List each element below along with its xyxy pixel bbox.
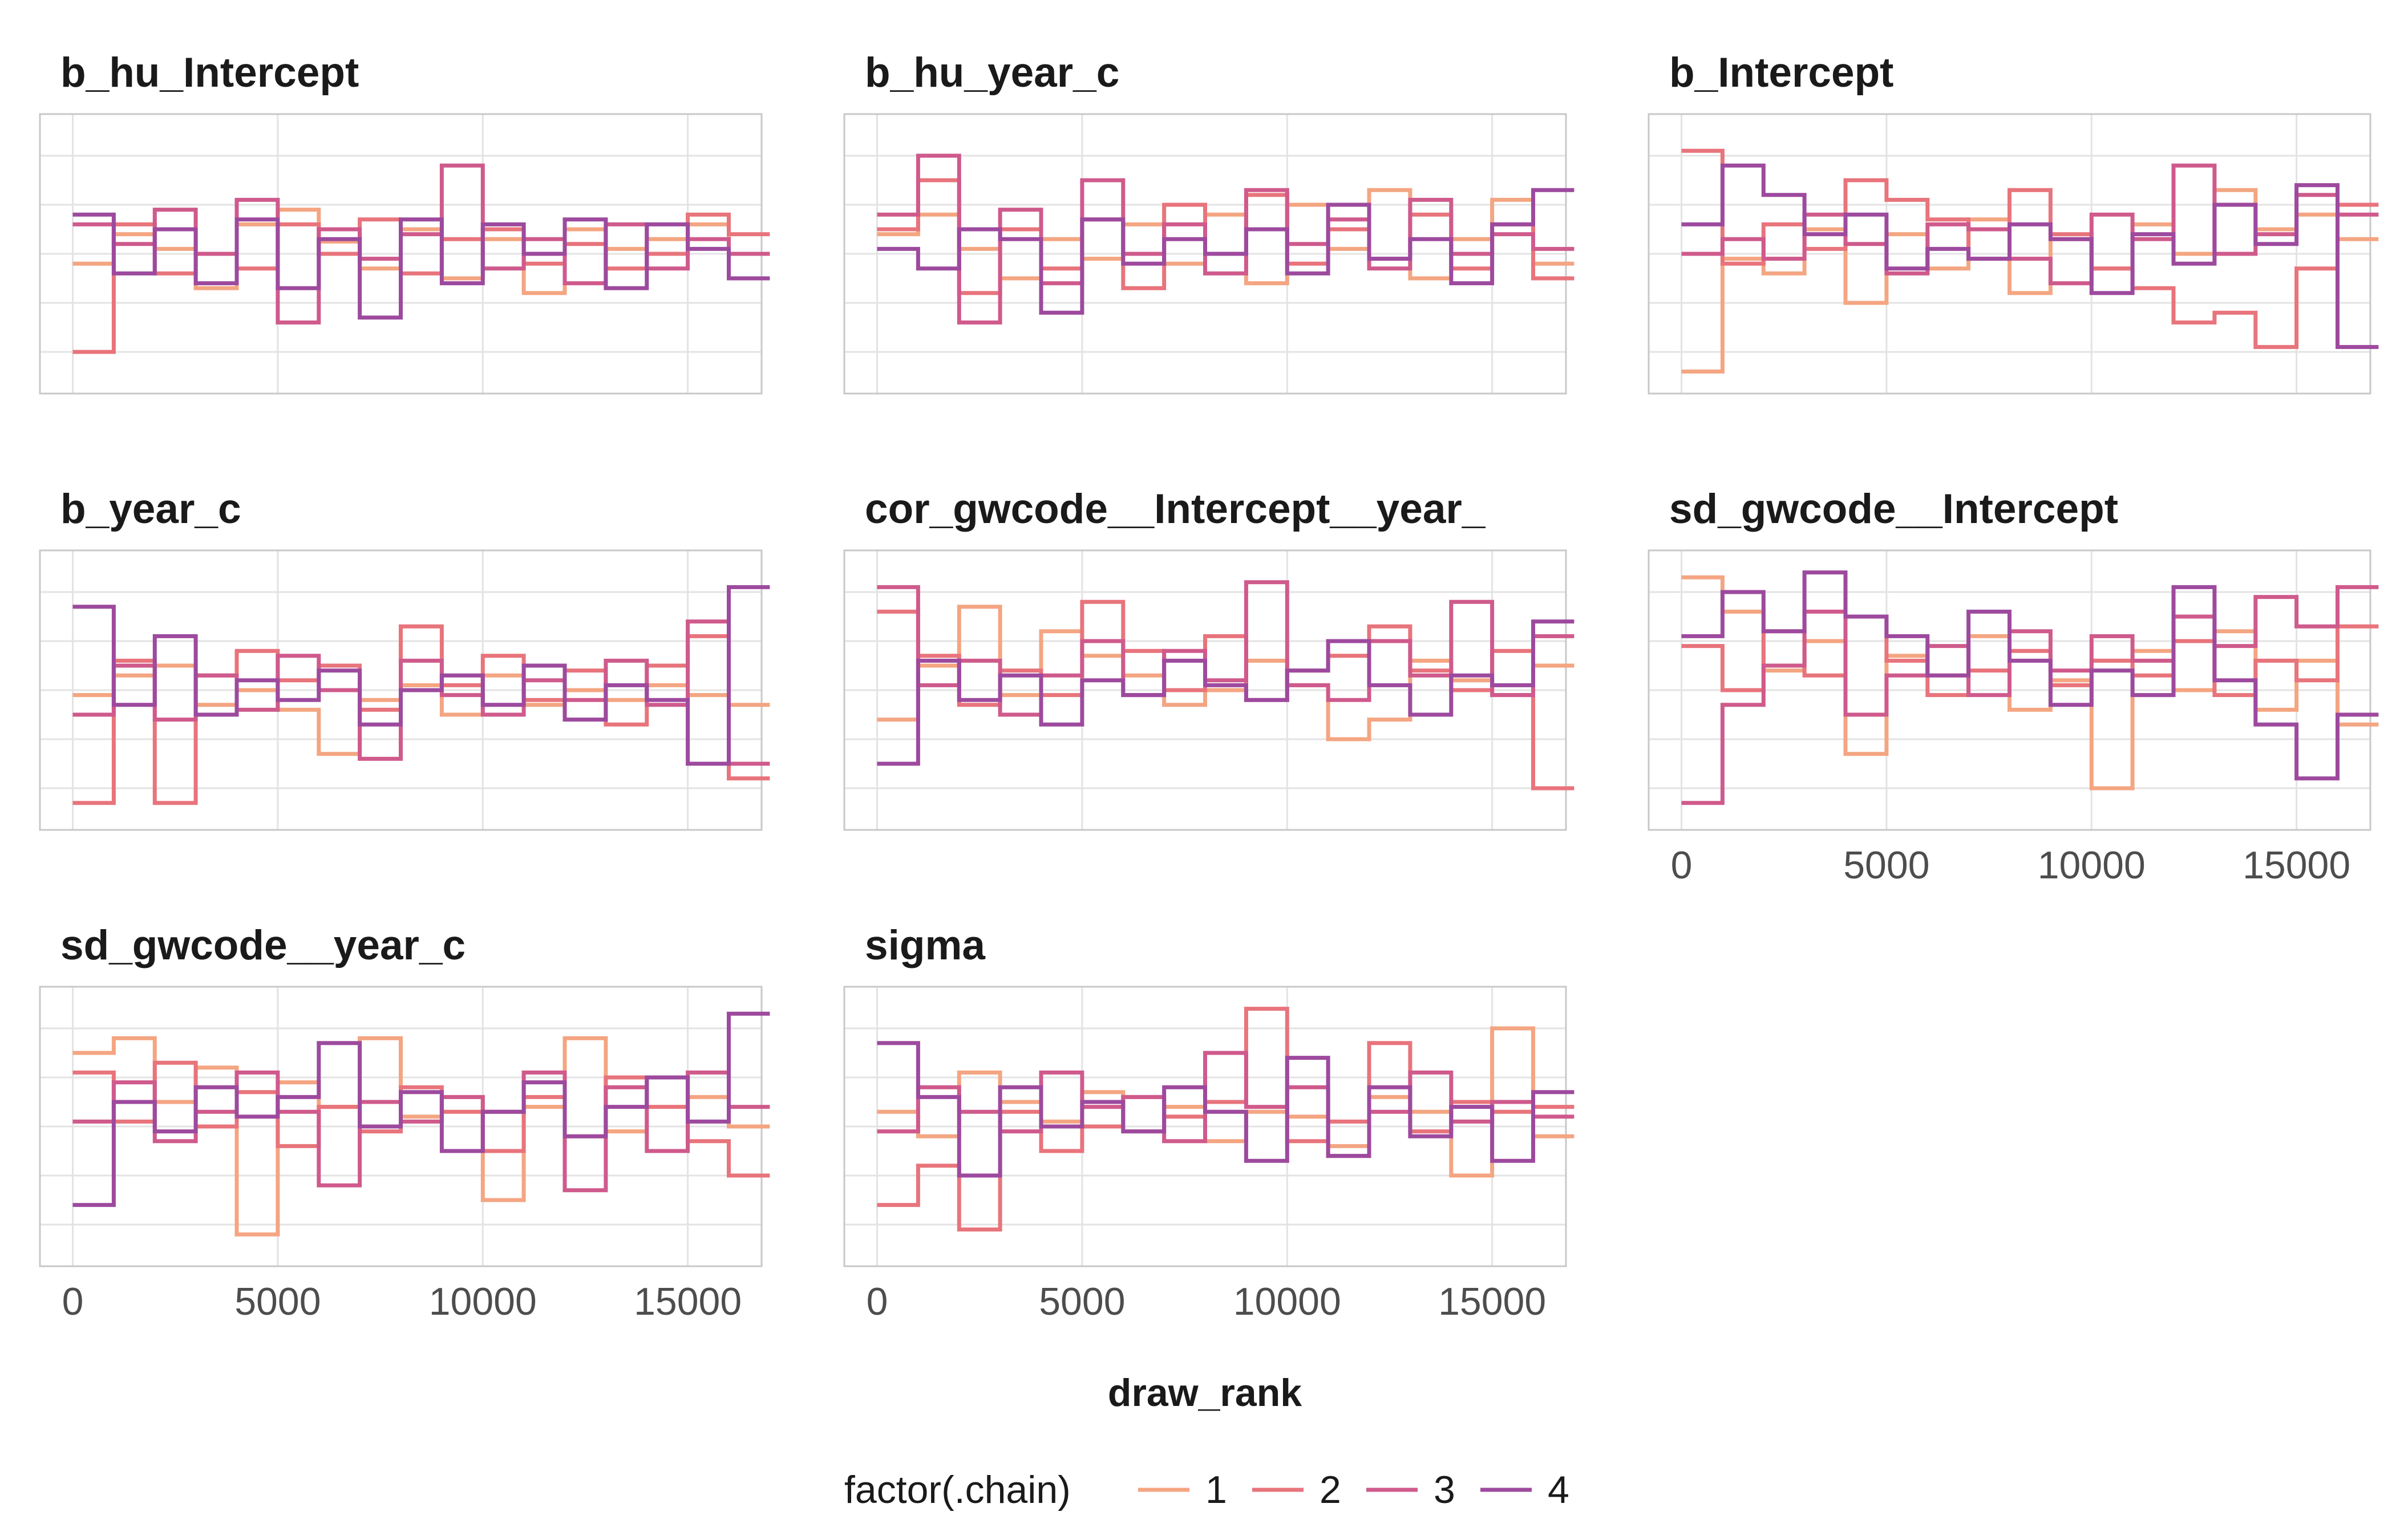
series-line-chain-4: [1681, 163, 2379, 349]
x-tick-label: 5000: [1843, 844, 1929, 887]
series-line-chain-4: [72, 585, 770, 766]
legend: factor(.chain) 1 2 3 4: [844, 1468, 1569, 1511]
series-line-chain-4: [1681, 570, 2379, 781]
panel-border: [39, 549, 763, 831]
facet-title: sd_gwcode__Intercept: [1669, 486, 2118, 532]
x-tick-label: 0: [1671, 844, 1693, 887]
legend-title: factor(.chain): [844, 1468, 1071, 1511]
series-line-chain-2: [72, 624, 770, 805]
series-line-chain-4: [877, 188, 1575, 315]
series-line-chain-1: [72, 663, 770, 756]
facet-panel: b_year_c: [39, 486, 770, 831]
facet-title: b_hu_year_c: [865, 50, 1119, 96]
series-line-chain-1: [72, 1036, 770, 1237]
x-tick-label: 15000: [634, 1280, 742, 1323]
series-line-chain-3: [72, 163, 770, 325]
facet-panel: sigma 0 5000 10000 15000: [843, 922, 1575, 1323]
x-tick-label: 10000: [429, 1280, 537, 1323]
series-line-chain-4: [877, 1041, 1575, 1178]
legend-label: 1: [1205, 1468, 1227, 1511]
x-tick-label: 5000: [234, 1280, 321, 1323]
legend-label: 4: [1548, 1468, 1569, 1511]
facet-panel: b_hu_year_c: [843, 50, 1575, 395]
x-tick-label: 0: [62, 1280, 84, 1323]
x-axis-label: draw_rank: [1108, 1371, 1302, 1415]
panel-border: [1648, 113, 2371, 395]
series-line-chain-2: [1681, 148, 2379, 349]
series-line-chain-1: [877, 605, 1575, 741]
facet-panel: cor_gwcode__Intercept__year_: [843, 486, 1575, 831]
facet-title: sigma: [865, 922, 986, 968]
series-line-chain-1: [72, 208, 770, 295]
x-tick-label: 15000: [1438, 1280, 1546, 1323]
x-tick-label: 5000: [1039, 1280, 1125, 1323]
series-line-chain-3: [877, 153, 1575, 325]
x-tick-label: 10000: [1233, 1280, 1341, 1323]
legend-label: 2: [1320, 1468, 1341, 1511]
x-tick-label: 0: [867, 1280, 888, 1323]
series-line-chain-3: [72, 619, 770, 766]
series-line-chain-4: [72, 1011, 770, 1207]
series-line-chain-2: [877, 599, 1575, 791]
facet-panel: b_Intercept: [1648, 50, 2379, 395]
x-tick-label: 10000: [2038, 844, 2146, 887]
facet-title: b_year_c: [60, 486, 241, 532]
series-line-chain-2: [72, 1060, 770, 1178]
series-line-chain-1: [1681, 188, 2379, 374]
panel-border: [1648, 549, 2371, 831]
panel-border: [843, 549, 1567, 831]
facet-title: b_hu_Intercept: [60, 50, 359, 96]
facet-panel: sd_gwcode__year_c 0 5000 10000 15000: [39, 922, 770, 1323]
series-line-chain-2: [877, 178, 1575, 295]
x-tick-label: 15000: [2243, 844, 2350, 887]
series-line-chain-2: [877, 1007, 1575, 1232]
series-line-chain-4: [72, 212, 770, 320]
series-line-chain-3: [1681, 585, 2379, 805]
facet-title: cor_gwcode__Intercept__year_: [865, 486, 1486, 532]
facet-panel: sd_gwcode__Intercept 0 5000 10000 15000: [1648, 486, 2379, 887]
series-line-chain-3: [877, 580, 1575, 717]
facet-title: b_Intercept: [1669, 50, 1893, 96]
facet-title: sd_gwcode__year_c: [60, 922, 466, 968]
facet-panel: b_hu_Intercept: [39, 50, 770, 395]
series-line-chain-2: [1681, 614, 2379, 698]
series-line-chain-1: [1681, 575, 2379, 791]
legend-label: 3: [1434, 1468, 1455, 1511]
series-line-chain-4: [877, 619, 1575, 766]
panel-border: [843, 986, 1567, 1267]
panel-border: [843, 113, 1567, 395]
